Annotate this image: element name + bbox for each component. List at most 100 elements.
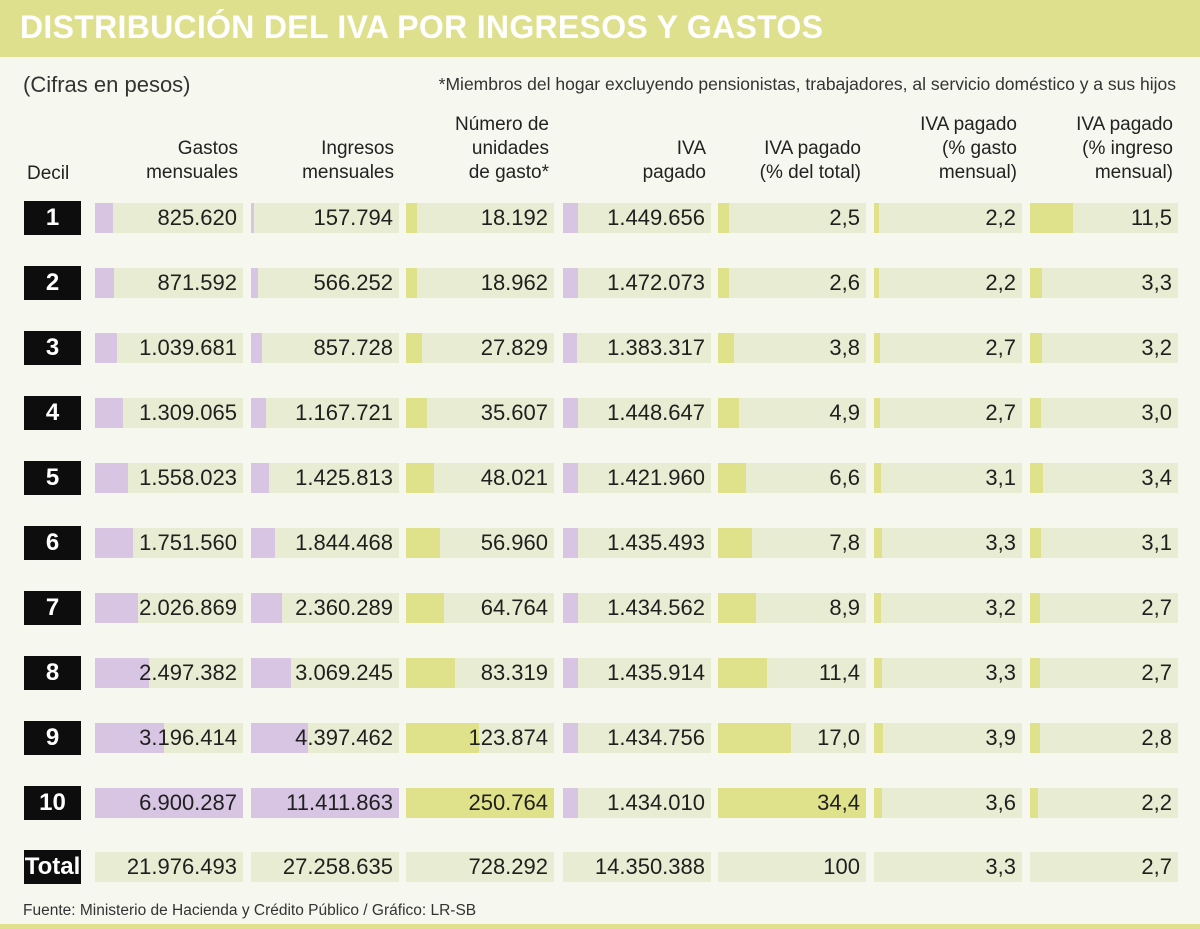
cell-pct_gasto: 3,2 [874, 593, 1022, 623]
cell-pct_total: 4,9 [718, 398, 866, 428]
cell-background [406, 398, 554, 428]
bar-pct_gasto [874, 203, 879, 233]
cell-ingresos: 3.069.245 [251, 658, 399, 688]
bar-unidades [406, 333, 422, 363]
total-badge: Total [24, 850, 81, 884]
bar-pct_gasto [874, 788, 882, 818]
column-header-unidades: Número de unidades de gasto* [455, 114, 549, 183]
value-gastos: 21.976.493 [126, 854, 237, 879]
value-unidades: 83.319 [480, 660, 548, 685]
cell-gastos: 21.976.493 [95, 852, 243, 882]
bar-pct_total [718, 398, 739, 428]
cell-background [563, 333, 711, 363]
value-pct_gasto: 2,7 [985, 335, 1016, 360]
bar-gastos [95, 268, 114, 298]
cell-background [1030, 333, 1178, 363]
bar-pct_gasto [874, 528, 882, 558]
value-pct_total: 4,9 [829, 400, 860, 425]
bar-pct_total [718, 463, 746, 493]
cell-gastos: 1.751.560 [95, 528, 243, 558]
cell-gastos: 871.592 [95, 268, 243, 298]
bar-pct_total [718, 333, 734, 363]
cell-ingresos: 27.258.635 [251, 852, 399, 882]
decil-badge-4: 4 [24, 396, 81, 430]
cell-pct_gasto: 3,3 [874, 852, 1022, 882]
value-pct_total: 8,9 [829, 595, 860, 620]
value-pct_ingreso: 2,7 [1141, 660, 1172, 685]
cell-pct_ingreso: 2,7 [1030, 852, 1178, 882]
cell-background [95, 852, 243, 882]
cell-background [1030, 658, 1178, 688]
cell-pct_total: 11,4 [718, 658, 866, 688]
value-ingresos: 1.167.721 [295, 400, 393, 425]
decil-header: Decil [27, 163, 70, 184]
cell-pct_gasto: 2,2 [874, 268, 1022, 298]
cell-pct_total: 7,8 [718, 528, 866, 558]
cell-pct_total: 17,0 [718, 723, 866, 753]
bar-pct_ingreso [1030, 658, 1040, 688]
cell-ingresos: 1.167.721 [251, 398, 399, 428]
value-pct_gasto: 3,3 [985, 854, 1016, 879]
bar-iva [563, 658, 578, 688]
value-iva: 14.350.388 [594, 854, 705, 879]
cell-background [874, 723, 1022, 753]
bar-gastos [95, 528, 133, 558]
cell-pct_total: 2,6 [718, 268, 866, 298]
bar-pct_gasto [874, 268, 879, 298]
cell-background [563, 723, 711, 753]
cell-background [874, 398, 1022, 428]
cell-unidades: 56.960 [406, 528, 554, 558]
bar-pct_ingreso [1030, 788, 1038, 818]
value-pct_ingreso: 3,1 [1141, 530, 1172, 555]
cell-pct_gasto: 2,2 [874, 203, 1022, 233]
value-unidades: 18.962 [480, 270, 548, 295]
value-unidades: 123.874 [468, 725, 548, 750]
value-iva: 1.435.493 [607, 530, 705, 555]
cell-background [718, 333, 866, 363]
value-pct_gasto: 3,2 [985, 595, 1016, 620]
cell-background [874, 528, 1022, 558]
value-pct_total: 34,4 [817, 790, 860, 815]
cell-background [718, 398, 866, 428]
bar-pct_gasto [874, 593, 881, 623]
value-iva: 1.434.010 [607, 790, 705, 815]
cell-background [874, 268, 1022, 298]
cell-gastos: 1.558.023 [95, 463, 243, 493]
bar-iva [563, 203, 578, 233]
bar-gastos [95, 593, 138, 623]
cell-pct_ingreso: 2,7 [1030, 658, 1178, 688]
value-unidades: 64.764 [480, 595, 548, 620]
value-unidades: 48.021 [480, 465, 548, 490]
bar-iva [563, 463, 578, 493]
cell-background [1030, 268, 1178, 298]
cell-unidades: 27.829 [406, 333, 554, 363]
value-ingresos: 857.728 [313, 335, 393, 360]
bar-gastos [95, 658, 149, 688]
cell-unidades: 18.192 [406, 203, 554, 233]
bar-ingresos [251, 723, 308, 753]
cell-background [718, 852, 866, 882]
value-iva: 1.434.756 [607, 725, 705, 750]
cell-pct_ingreso: 2,7 [1030, 593, 1178, 623]
bar-pct_gasto [874, 723, 883, 753]
value-pct_ingreso: 2,7 [1141, 595, 1172, 620]
units-note: (Cifras en pesos) [23, 72, 191, 97]
cell-background [874, 788, 1022, 818]
value-unidades: 35.607 [480, 400, 548, 425]
cell-iva: 1.449.656 [563, 203, 711, 233]
column-header-iva: IVA pagado [642, 138, 706, 183]
value-pct_ingreso: 3,2 [1141, 335, 1172, 360]
value-iva: 1.449.656 [607, 205, 705, 230]
cell-unidades: 123.874 [406, 723, 554, 753]
bar-ingresos [251, 203, 254, 233]
value-iva: 1.421.960 [607, 465, 705, 490]
value-pct_ingreso: 2,7 [1141, 854, 1172, 879]
bar-gastos [95, 723, 164, 753]
cell-background [1030, 788, 1178, 818]
cell-background [874, 658, 1022, 688]
cell-background [251, 398, 399, 428]
decil-badge-5: 5 [24, 461, 81, 495]
value-iva: 1.434.562 [607, 595, 705, 620]
value-unidades: 27.829 [480, 335, 548, 360]
cell-pct_total: 6,6 [718, 463, 866, 493]
